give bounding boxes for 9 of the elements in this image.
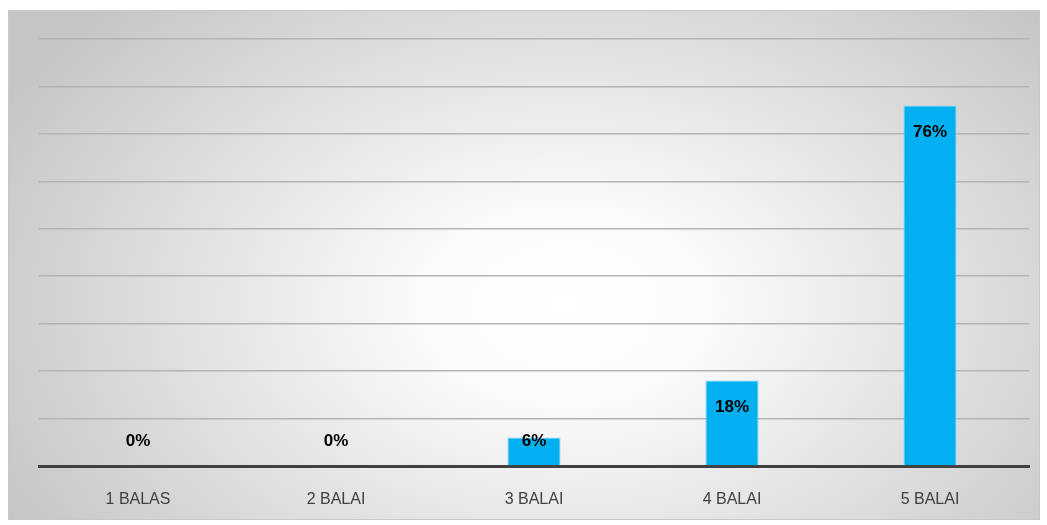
data-label: 18% bbox=[714, 397, 750, 417]
x-tick-label: 4 BALAI bbox=[702, 490, 762, 508]
x-tick-label: 1 BALAS bbox=[105, 490, 171, 508]
data-label: 0% bbox=[323, 430, 349, 450]
data-label: 0% bbox=[125, 430, 151, 450]
x-tick-label: 3 BALAI bbox=[504, 490, 564, 508]
x-tick-label: 5 BALAI bbox=[900, 490, 960, 508]
x-tick-label: 2 BALAI bbox=[306, 490, 366, 508]
data-label: 76% bbox=[912, 122, 948, 142]
